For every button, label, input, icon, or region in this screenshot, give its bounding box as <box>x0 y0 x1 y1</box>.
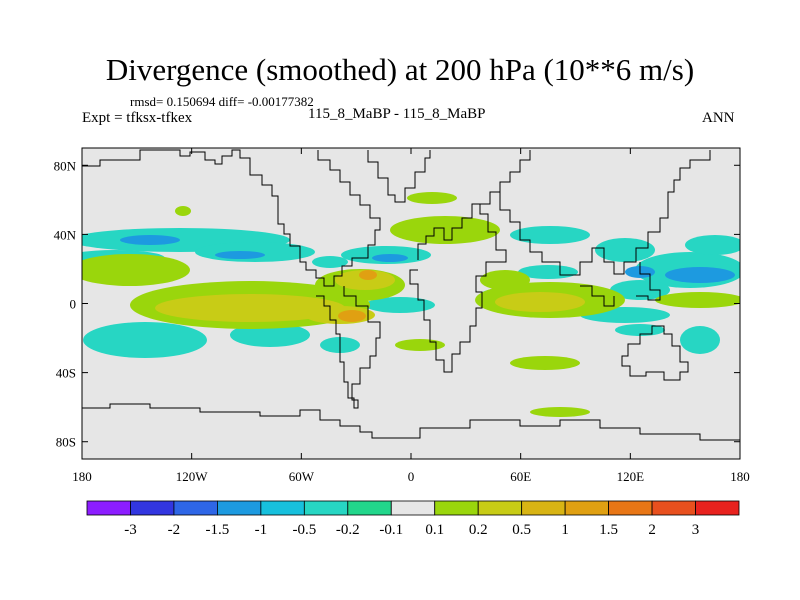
colorbar-box <box>347 500 392 516</box>
colorbar-box <box>564 500 610 516</box>
contour-region <box>372 254 408 262</box>
colorbar-label: 2 <box>648 522 656 538</box>
contour-region <box>83 322 207 358</box>
colorbar-box <box>521 500 566 516</box>
colorbar-box <box>303 500 349 516</box>
colorbar-label: 0.2 <box>469 522 488 538</box>
contour-fills <box>82 192 740 417</box>
contour-region <box>359 270 377 280</box>
x-tick-label: 60E <box>510 469 531 484</box>
blue-cores <box>120 235 735 283</box>
x-tick-label: 60W <box>289 469 315 484</box>
y-tick-label: 80N <box>54 158 77 173</box>
coastlines <box>82 149 740 441</box>
colorbar-box <box>390 500 436 516</box>
y-tick-label: 0 <box>70 297 77 312</box>
colorbar-box <box>434 500 479 516</box>
colorbar-box <box>216 500 262 516</box>
colorbar-label: -0.1 <box>379 522 403 538</box>
cyan-band-north <box>82 226 740 313</box>
y-tick-label: 80S <box>56 435 76 450</box>
coastline-asia-east <box>636 262 661 301</box>
coastline-greenland <box>367 150 431 203</box>
x-tick-label: 180 <box>730 469 750 484</box>
contour-region <box>510 356 580 370</box>
coastline-europe-africa <box>409 203 507 373</box>
coastline-north-america <box>82 149 381 287</box>
colorbar-box <box>477 500 523 516</box>
coastline-eurasia <box>480 150 711 276</box>
contour-region <box>407 192 457 204</box>
colorbar-box <box>173 500 218 516</box>
contour-region <box>610 280 670 300</box>
colorbar-label: 1.5 <box>599 522 618 538</box>
contour-region <box>595 238 655 262</box>
orange-cores <box>338 270 377 322</box>
contour-region <box>335 270 395 290</box>
contour-region <box>390 216 500 244</box>
colorbar-box <box>260 500 305 516</box>
contour-region <box>530 407 590 417</box>
y-axis: 80N 40N 0 40S 80S <box>54 158 740 450</box>
colorbar-box <box>608 500 653 516</box>
colorbar-label: -1 <box>255 522 268 538</box>
season-label: ANN <box>702 110 735 126</box>
colorbar-label: -0.2 <box>336 522 360 538</box>
coastline-antarctica <box>82 403 740 441</box>
colorbar-box <box>695 500 740 516</box>
colorbar-label: 0.1 <box>425 522 444 538</box>
colorbar-label: 0.5 <box>512 522 531 538</box>
stats-line: rmsd= 0.150694 diff= -0.00177382 <box>130 94 314 109</box>
contour-region <box>338 310 366 322</box>
experiment-label: Expt = tfksx-tfkex <box>82 110 193 126</box>
contour-region <box>480 270 530 290</box>
colorbar-label: -0.5 <box>292 522 316 538</box>
contour-region <box>175 206 191 216</box>
x-tick-label: 120W <box>176 469 209 484</box>
colorbar-box <box>130 500 175 516</box>
contour-region <box>312 256 348 268</box>
page-title: Divergence (smoothed) at 200 hPa (10**6 … <box>105 52 695 87</box>
x-tick-label: 0 <box>408 469 415 484</box>
x-axis: 180 120W 60W 0 60E 120E 180 <box>72 148 750 484</box>
x-tick-label: 120E <box>617 469 645 484</box>
colorbar-label: 1 <box>561 522 569 538</box>
contour-region <box>685 235 740 255</box>
contour-region <box>655 292 740 308</box>
contour-region <box>395 339 445 351</box>
case-label: 115_8_MaBP - 115_8_MaBP <box>308 106 486 122</box>
colorbar-label: -2 <box>168 522 181 538</box>
colorbar-label: -1.5 <box>206 522 230 538</box>
contour-region <box>215 251 265 259</box>
contour-region <box>665 267 735 283</box>
contour-region <box>120 235 180 245</box>
colorbar-box <box>651 500 696 516</box>
y-tick-label: 40N <box>54 227 77 242</box>
coastline-maritime <box>580 285 615 307</box>
colorbar-label: 3 <box>692 522 700 538</box>
coastline-south-america <box>316 286 381 409</box>
x-tick-label: 180 <box>72 469 92 484</box>
colorbar-label: -3 <box>124 522 137 538</box>
coastline-australia <box>621 325 689 381</box>
contour-region <box>510 226 590 244</box>
y-tick-label: 40S <box>56 366 76 381</box>
colorbar-box <box>86 500 131 516</box>
colorbar: -3 -2 -1.5 -1 -0.5 -0.2 -0.1 0.1 0.2 0.5 1 1.5 2 3 <box>86 500 740 538</box>
contour-region <box>82 254 190 286</box>
contour-region <box>680 326 720 354</box>
contour-region <box>155 294 345 322</box>
contour-region <box>365 297 435 313</box>
contour-region <box>495 292 585 312</box>
